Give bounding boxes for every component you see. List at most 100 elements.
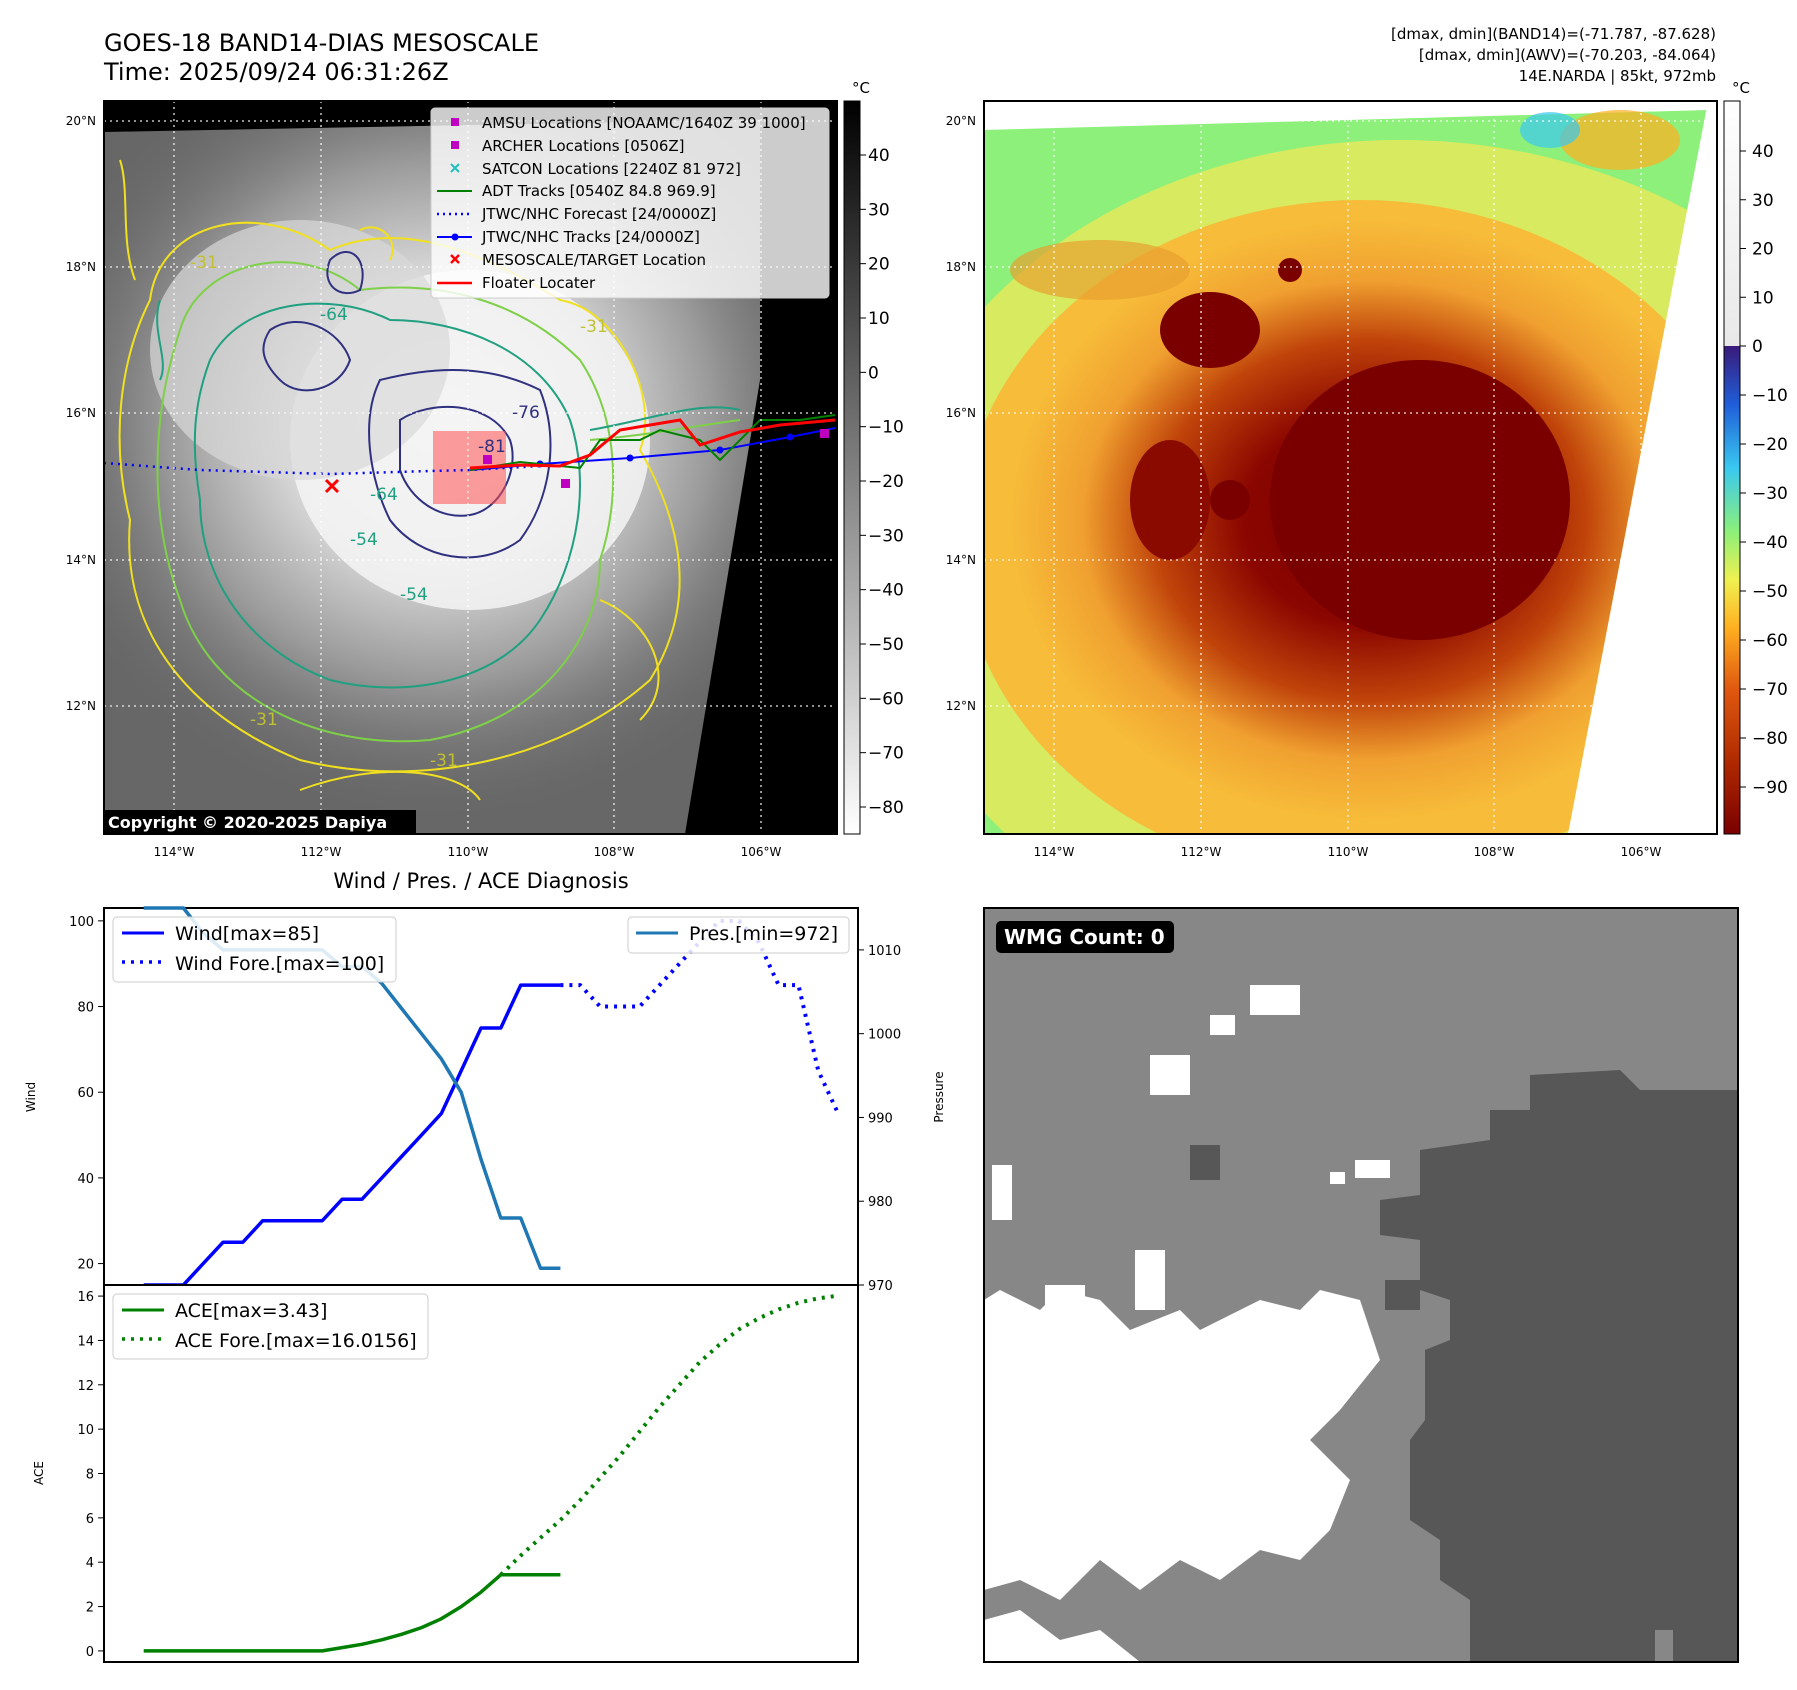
y-tick-label: 12 (77, 1379, 94, 1394)
contour-label: -81 (478, 437, 506, 457)
lat-label: 18°N (946, 260, 976, 274)
contour-label: -76 (512, 403, 540, 423)
colorbar-tick-label: −50 (868, 635, 904, 655)
colorbar-tick-label: −30 (868, 526, 904, 546)
ace-legend: ACE[max=3.43] ACE Fore.[max=16.0156] (112, 1293, 429, 1360)
colorbar-tick-label: −80 (1752, 729, 1788, 749)
lon-label: 114°W (154, 845, 195, 859)
legend-pressure: Pres.[min=972] (689, 923, 838, 945)
y-tick-label: 20 (77, 1258, 94, 1273)
legend-wind-forecast: Wind Fore.[max=100] (175, 953, 384, 975)
lon-label: 110°W (448, 845, 489, 859)
colorbar-tick-label: 10 (868, 309, 890, 329)
colorbar-tick-label: −20 (1752, 435, 1788, 455)
colorbar-tick-label: 30 (868, 200, 890, 220)
y-tick-label: 8 (86, 1468, 94, 1483)
colorbar-tick-label: 0 (1752, 337, 1763, 357)
y2-tick-label: 1010 (868, 944, 901, 959)
lat-label: 16°N (66, 406, 96, 420)
lat-label: 14°N (66, 553, 96, 567)
y2-tick-label: 980 (868, 1195, 893, 1210)
colorbar-left-unit: °C (852, 79, 870, 97)
y2-tick-label: 970 (868, 1279, 893, 1294)
colorbar-tick-label: −30 (1752, 484, 1788, 504)
ir-map-lat-labels: 20°N 18°N 16°N 14°N 12°N (66, 114, 96, 713)
wmg-panel: WMG Count: 0 (983, 907, 1739, 1663)
colorbar-tick-label: −20 (868, 472, 904, 492)
legend-ace: ACE[max=3.43] (175, 1300, 327, 1322)
contour-label: -31 (580, 317, 608, 337)
y-tick-label: 0 (86, 1645, 94, 1660)
copyright-label: Copyright © 2020-2025 Dapiya (108, 813, 387, 832)
colorbar-tick-label: −60 (868, 689, 904, 709)
enhanced-map-frame (983, 100, 1718, 835)
contour-label: -64 (320, 305, 348, 325)
enhanced-map-lat-labels: 20°N 18°N 16°N 14°N 12°N (946, 114, 976, 713)
y2-tick-label: 1000 (868, 1028, 901, 1043)
pressure-legend: Pres.[min=972] (627, 916, 850, 954)
legend-wind: Wind[max=85] (175, 923, 319, 945)
y-tick-label: 6 (86, 1512, 94, 1527)
ace-axis-label: ACE (32, 1461, 46, 1485)
lon-label: 106°W (1621, 845, 1662, 859)
legend-amsu: AMSU Locations [NOAAMC/1640Z 39 1000] (482, 114, 806, 132)
colorbar-tick-label: 10 (1752, 288, 1774, 308)
colorbar-tick-label: −90 (1752, 778, 1788, 798)
stats-line2: [dmax, dmin](AWV)=(-70.203, -84.064) (1419, 46, 1716, 64)
contour-label: -31 (250, 710, 278, 730)
contour-label: -31 (190, 253, 218, 273)
colorbar-tick-label: −60 (1752, 631, 1788, 651)
wind-axis-label: Wind (24, 1082, 38, 1112)
contour-label: -31 (430, 751, 458, 771)
colorbar-tick-label: 0 (868, 363, 879, 383)
series-line-2 (560, 918, 841, 1115)
colorbar-tick-label: 20 (868, 255, 890, 275)
colorbar-tick-label: −40 (868, 581, 904, 601)
lat-label: 20°N (66, 114, 96, 128)
lat-label: 20°N (946, 114, 976, 128)
y-tick-label: 60 (77, 1086, 94, 1101)
pressure-axis-label: Pressure (932, 1071, 946, 1122)
colorbar-tick-label: 40 (1752, 142, 1774, 162)
colorbar-tick-label: −10 (1752, 386, 1788, 406)
colorbar-right: °C 40 30 20 10 0 −10 −20 −30 −40 −50 −60 −70 −80 −90 (1723, 79, 1788, 835)
y-tick-label: 100 (69, 915, 94, 930)
y-tick-label: 4 (86, 1556, 94, 1571)
y-tick-label: 14 (77, 1334, 94, 1349)
map-legend: AMSU Locations [NOAAMC/1640Z 39 1000] AR… (430, 107, 830, 299)
wmg-count-label: WMG Count: 0 (1004, 925, 1165, 949)
lat-label: 12°N (66, 699, 96, 713)
y-tick-label: 40 (77, 1172, 94, 1187)
enhanced-map-panel (984, 101, 1717, 834)
contour-label: -54 (350, 530, 378, 550)
legend-mesoscale: MESOSCALE/TARGET Location (482, 251, 706, 269)
y-tick-label: 80 (77, 1001, 94, 1016)
stats-line3: 14E.NARDA | 85kt, 972mb (1519, 67, 1716, 85)
colorbar-tick-label: 20 (1752, 240, 1774, 260)
legend-archer: ARCHER Locations [0506Z] (482, 137, 685, 155)
lat-label: 18°N (66, 260, 96, 274)
series-line-1 (143, 1573, 561, 1653)
lon-label: 108°W (594, 845, 635, 859)
enhanced-map-lon-labels: 114°W 112°W 110°W 108°W 106°W (1034, 845, 1662, 859)
title-line1: GOES-18 BAND14-DIAS MESOSCALE (104, 29, 539, 57)
lon-label: 114°W (1034, 845, 1075, 859)
y-tick-label: 2 (86, 1601, 94, 1616)
lat-label: 12°N (946, 699, 976, 713)
ir-map-lon-labels: 114°W 112°W 110°W 108°W 106°W (154, 845, 782, 859)
y2-tick-label: 990 (868, 1111, 893, 1126)
wind-legend: Wind[max=85] Wind Fore.[max=100] (112, 916, 397, 983)
lon-label: 108°W (1474, 845, 1515, 859)
lat-label: 14°N (946, 553, 976, 567)
colorbar-tick-label: −80 (868, 798, 904, 818)
legend-adt: ADT Tracks [0540Z 84.8 969.9] (482, 182, 716, 200)
legend-jtwc-forecast: JTWC/NHC Forecast [24/0000Z] (481, 205, 716, 223)
y-tick-label: 10 (77, 1423, 94, 1438)
colorbar-tick-label: 30 (1752, 191, 1774, 211)
legend-floater: Floater Locater (482, 274, 596, 292)
diag-title: Wind / Pres. / ACE Diagnosis (333, 869, 628, 893)
colorbar-right-unit: °C (1732, 79, 1750, 97)
contour-label: -64 (370, 485, 398, 505)
lon-label: 112°W (1181, 845, 1222, 859)
